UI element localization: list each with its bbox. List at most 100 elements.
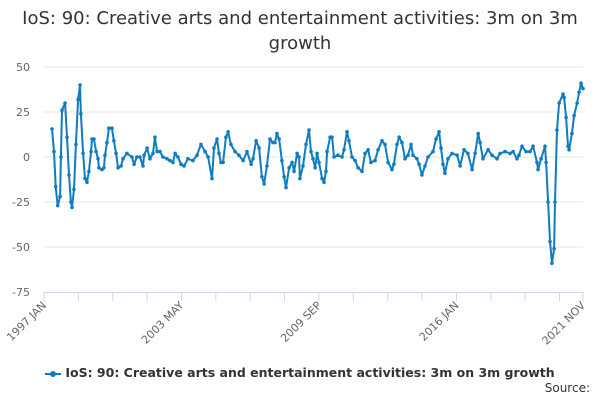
data-point [353,158,357,163]
data-point [102,166,106,170]
data-point [226,130,230,134]
data-point [478,140,482,145]
data-point [176,155,180,159]
data-point [320,176,324,181]
data-point [403,157,407,161]
data-point [400,140,404,145]
data-point [206,155,210,159]
data-point [171,160,175,165]
data-point [145,146,149,150]
data-point [97,166,101,170]
data-point [290,160,294,165]
data-point [503,149,507,154]
data-point [311,157,315,161]
data-point [307,128,311,132]
data-point [466,151,470,156]
data-point [575,101,579,105]
data-point [301,164,305,168]
data-point [544,160,548,165]
data-point [550,261,554,266]
data-point [195,153,199,157]
data-point [366,148,370,152]
data-point [546,200,550,204]
y-tick-label: 50 [16,61,30,74]
data-point [52,149,56,154]
data-point [153,135,157,139]
data-point [116,166,120,170]
data-point [249,162,253,166]
data-point [94,149,98,154]
series-line [51,82,584,265]
data-point [360,169,364,174]
data-point [450,151,454,156]
data-point [87,169,91,174]
data-point [567,148,571,152]
data-point [324,169,328,174]
data-point [83,176,87,181]
data-point [415,157,419,161]
y-tick-label: -25 [12,196,30,209]
data-point [473,151,477,156]
data-point [490,153,494,157]
data-point [63,101,67,105]
data-point [114,151,118,156]
data-point [78,83,82,87]
data-point [520,144,524,148]
data-point [517,153,521,157]
data-point [191,158,195,163]
data-point [135,155,139,159]
data-point [96,157,100,161]
data-point [548,239,552,244]
data-point [282,175,286,179]
data-point [455,153,459,157]
data-point [237,153,241,157]
data-point [297,155,301,159]
data-point [224,135,228,139]
data-point [65,135,69,139]
data-point [336,153,340,157]
data-point [67,173,71,177]
data-point [168,158,172,163]
data-point [265,164,269,168]
x-tick-label: 2021 NOV [540,299,589,348]
data-point [531,144,535,148]
data-point [411,153,415,157]
data-point [103,153,107,157]
data-point [498,151,502,156]
data-point [535,160,539,165]
data-point [284,185,288,190]
data-point [287,166,291,170]
data-point [528,149,532,154]
data-point [165,157,169,161]
data-point [322,180,326,184]
data-point [340,155,344,159]
x-tick-label: 2009 SEP [278,299,324,345]
legend[interactable]: IoS: 90: Creative arts and entertainment… [0,365,600,380]
chart-title: IoS: 90: Creative arts and entertainment… [22,8,578,54]
data-point [431,149,435,154]
y-tick-label: -50 [12,241,30,254]
data-point [199,142,203,147]
data-point [536,167,540,172]
data-point [229,142,233,147]
data-point [254,139,258,143]
data-point [581,86,585,91]
data-point [481,157,485,161]
data-point [342,148,346,152]
data-point [423,164,427,168]
data-point [58,194,62,199]
data-point [524,149,528,154]
data-point [110,126,114,130]
data-point [273,140,277,145]
data-point [89,149,93,154]
data-point [439,146,443,150]
data-point [179,162,183,166]
y-axis: 50 25 0 -25 -50 -75 [12,61,30,299]
data-point [386,160,390,165]
data-point [257,146,261,150]
data-point [458,164,462,168]
data-point [395,142,399,147]
data-point [566,144,570,148]
data-point [173,151,177,156]
